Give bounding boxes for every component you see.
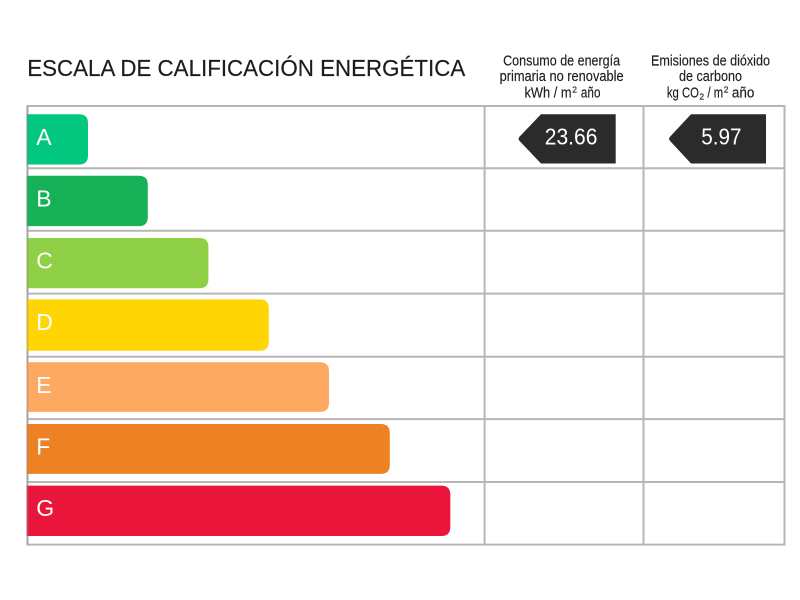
svg-text:primaria no renovable: primaria no renovable xyxy=(500,69,624,85)
svg-text:2: 2 xyxy=(572,84,577,94)
svg-text:año: año xyxy=(732,85,755,101)
svg-text:ESCALA DE CALIFICACIÓN ENERGÉT: ESCALA DE CALIFICACIÓN ENERGÉTICA xyxy=(27,55,466,81)
svg-text:2: 2 xyxy=(724,84,729,94)
svg-text:G: G xyxy=(36,495,54,521)
svg-text:C: C xyxy=(36,248,53,274)
svg-text:kg CO: kg CO xyxy=(667,85,699,101)
svg-text:2: 2 xyxy=(699,91,704,101)
svg-text:B: B xyxy=(36,185,51,211)
svg-text:23.66: 23.66 xyxy=(545,124,598,150)
svg-text:5.97: 5.97 xyxy=(701,124,741,150)
svg-text:Consumo de energía: Consumo de energía xyxy=(503,54,621,70)
svg-text:/ m: / m xyxy=(708,85,724,101)
svg-text:de carbono: de carbono xyxy=(679,69,742,85)
svg-text:F: F xyxy=(36,434,50,460)
svg-text:año: año xyxy=(581,85,601,101)
svg-text:Emisiones de dióxido: Emisiones de dióxido xyxy=(651,54,770,70)
svg-text:kWh / m: kWh / m xyxy=(525,85,572,101)
svg-text:A: A xyxy=(36,124,52,150)
svg-text:D: D xyxy=(36,309,53,335)
svg-text:E: E xyxy=(36,372,51,398)
